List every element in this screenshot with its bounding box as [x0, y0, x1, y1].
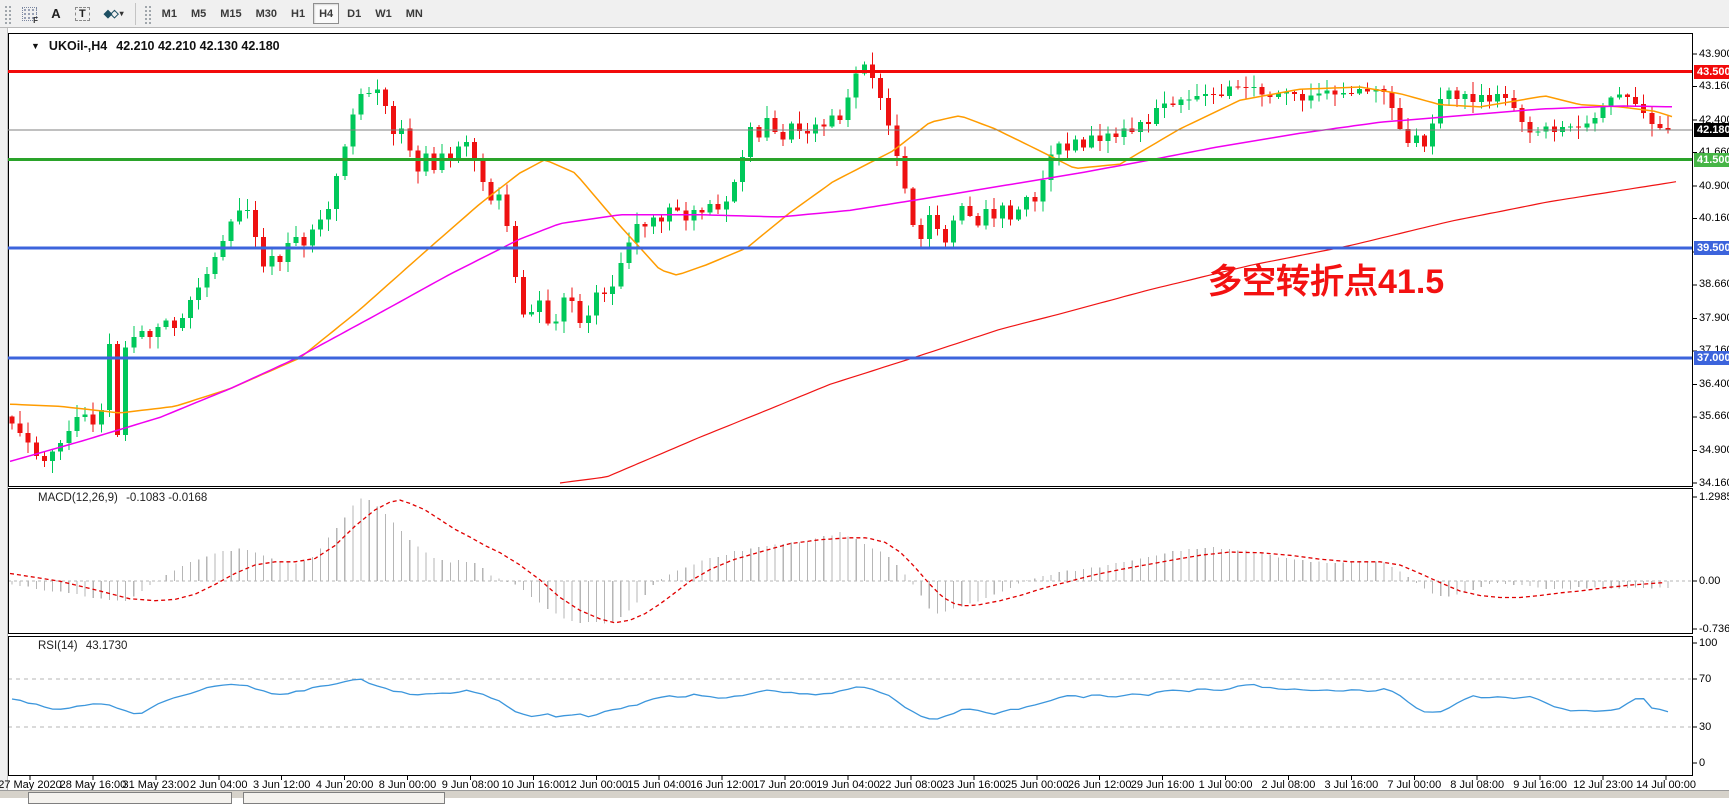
timeframe-button-mn[interactable]: MN [400, 3, 429, 24]
rsi-value: 43.1730 [85, 640, 128, 652]
date-tick-label: 22 Jun 08:00 [879, 779, 943, 791]
timeframe-toolbar-grip[interactable] [142, 3, 152, 24]
date-tick-label: 31 May 23:00 [122, 779, 190, 791]
chevron-down-icon: ▾ [119, 9, 124, 18]
date-tick-label: 10 Jun 16:00 [501, 779, 566, 791]
date-tick-label: 28 May 16:00 [59, 779, 127, 791]
price-tick-label: 34.160 [1699, 476, 1729, 489]
price-tick-label: 34.900 [1699, 443, 1729, 456]
ma-fast-orange [9, 86, 1673, 414]
price-tick-label: 43.900 [1699, 47, 1729, 60]
date-tick-label: 8 Jun 00:00 [378, 779, 437, 791]
rsi-tick-label: 0 [1699, 756, 1706, 769]
timeframe-button-m5[interactable]: M5 [185, 3, 212, 24]
macd-signal-line [9, 499, 1666, 624]
date-tick-label: 12 Jul 23:00 [1573, 779, 1634, 791]
rsi-panel [8, 636, 1693, 776]
timeframe-button-m30[interactable]: M30 [250, 3, 283, 24]
price-badge: 42.180 [1694, 122, 1729, 137]
price-badge: 43.500 [1694, 64, 1729, 79]
price-tick-label: 40.160 [1699, 212, 1729, 225]
price-badge: 39.500 [1694, 240, 1729, 255]
date-tick-label: 3 Jun 12:00 [252, 779, 311, 791]
macd-panel [8, 488, 1693, 634]
rsi-tick-label: 70 [1699, 672, 1712, 685]
shapes-dropdown-icon[interactable]: ◆◇ ▾ [98, 3, 130, 24]
date-tick-label: 26 Jun 12:00 [1067, 779, 1132, 791]
macd-tick-label: -0.7362 [1699, 622, 1729, 635]
date-tick-label: 27 May 2020 [0, 779, 62, 791]
text-box-icon[interactable]: T [69, 3, 96, 24]
chart-tab[interactable] [28, 792, 232, 804]
date-tick-label: 4 Jun 20:00 [315, 779, 374, 791]
date-tick-label: 2 Jul 08:00 [1261, 779, 1316, 791]
date-tick-label: 2 Jun 04:00 [190, 779, 248, 791]
date-tick-label: 3 Jul 16:00 [1324, 779, 1379, 791]
macd-values: -0.1083 -0.0168 [126, 492, 208, 504]
price-tick-label: 37.900 [1699, 311, 1729, 324]
date-tick-label: 12 Jun 00:00 [564, 779, 629, 791]
chart-annotation-text[interactable]: 多空转折点41.5 [1208, 263, 1445, 301]
date-tick-label: 29 Jun 16:00 [1130, 779, 1195, 791]
date-tick-label: 19 Jun 04:00 [816, 779, 880, 791]
timeframe-button-h4[interactable]: H4 [313, 3, 340, 24]
rsi-tick-label: 30 [1699, 720, 1712, 733]
price-tick-label: 42.400 [1699, 113, 1729, 126]
price-tick-label: 43.160 [1699, 80, 1729, 93]
symbol-dropdown-icon[interactable]: ▼ [31, 41, 40, 51]
date-tick-label: 16 Jun 12:00 [690, 779, 754, 791]
price-badge: 41.500 [1694, 152, 1729, 167]
date-tick-label: 1 Jul 00:00 [1198, 779, 1253, 791]
macd-tick-label: 0.00 [1699, 574, 1721, 587]
toolbar: F A T ◆◇ ▾ M1 M5 M15 M30 H1 H4 D1 W1 MN [0, 0, 1729, 28]
rsi-line [11, 678, 1669, 720]
macd-label: MACD(12,26,9) -0.1083 -0.0168 [38, 492, 208, 504]
price-tick-label: 36.400 [1699, 377, 1729, 390]
macd-tick-label: 1.2985 [1699, 490, 1729, 503]
timeframe-button-d1[interactable]: D1 [341, 3, 367, 24]
date-tick-label: 9 Jul 16:00 [1513, 779, 1568, 791]
date-tick-label: 23 Jun 16:00 [942, 779, 1006, 791]
timeframe-button-m15[interactable]: M15 [214, 3, 247, 24]
rsi-tick-label: 100 [1699, 636, 1718, 649]
price-tick-label: 38.660 [1699, 278, 1729, 291]
rsi-label: RSI(14) 43.1730 [38, 640, 128, 652]
date-tick-label: 25 Jun 00:00 [1004, 779, 1069, 791]
text-label-icon[interactable]: A [45, 3, 67, 24]
date-tick-label: 9 Jun 08:00 [441, 779, 500, 791]
date-tick-label: 14 Jul 00:00 [1636, 779, 1696, 791]
timeframe-button-w1[interactable]: W1 [369, 3, 398, 24]
grid-f-icon[interactable]: F [16, 3, 43, 25]
workspace-left-strip [0, 28, 8, 797]
date-tick-label: 7 Jul 00:00 [1387, 779, 1442, 791]
chart-symbol-title: ▼ UKOil-,H4 42.210 42.210 42.130 42.180 [31, 39, 280, 53]
symbol-name: UKOil-,H4 [48, 39, 108, 53]
timeframe-button-h1[interactable]: H1 [285, 3, 311, 24]
date-tick-label: 8 Jul 08:00 [1450, 779, 1505, 791]
toolbar-grip[interactable] [3, 3, 12, 24]
chart-tab[interactable] [243, 792, 445, 804]
ma-slow-red [559, 181, 1677, 484]
ma-medium-magenta [9, 105, 1673, 463]
toolbar-separator [134, 2, 136, 25]
timeframe-toolbar: M1 M5 M15 M30 H1 H4 D1 W1 MN [155, 3, 430, 24]
price-badge: 37.000 [1694, 350, 1729, 365]
symbol-ohlc: 42.210 42.210 42.130 42.180 [116, 39, 280, 53]
price-tick-label: 35.660 [1699, 410, 1729, 423]
timeframe-button-m1[interactable]: M1 [156, 3, 183, 24]
price-tick-label: 40.900 [1699, 179, 1729, 192]
date-tick-label: 15 Jun 04:00 [627, 779, 692, 791]
date-tick-label: 17 Jun 20:00 [753, 779, 817, 791]
